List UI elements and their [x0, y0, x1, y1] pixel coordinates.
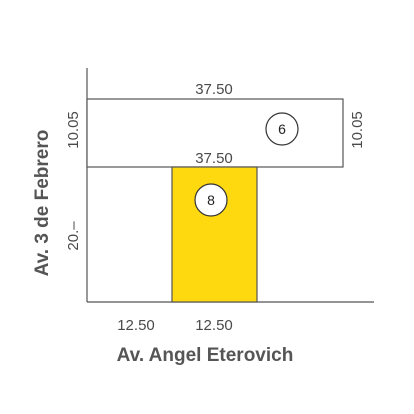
lot-6-parcel — [86, 98, 344, 168]
lot-8-number: 8 — [207, 192, 215, 208]
lot-8-marker — [194, 183, 228, 217]
lot-6-number: 6 — [278, 121, 286, 137]
lot-6-left-dimension: 10.05 — [65, 111, 82, 149]
lot-6-bottom-dimension: 37.50 — [195, 150, 233, 167]
street-left-label: Av. 3 de Febrero — [32, 130, 53, 277]
lot-6-marker — [265, 112, 299, 146]
lot-6-top-dimension: 37.50 — [195, 81, 233, 98]
bottom-left-dimension: 12.50 — [117, 317, 155, 334]
left-lower-dimension: 20.– — [65, 221, 82, 251]
street-bottom-label: Av. Angel Eterovich — [117, 345, 294, 366]
bottom-right-dimension: 12.50 — [195, 317, 233, 334]
lot-6-right-dimension: 10.05 — [349, 111, 366, 149]
lot-8-parcel — [171, 166, 258, 303]
